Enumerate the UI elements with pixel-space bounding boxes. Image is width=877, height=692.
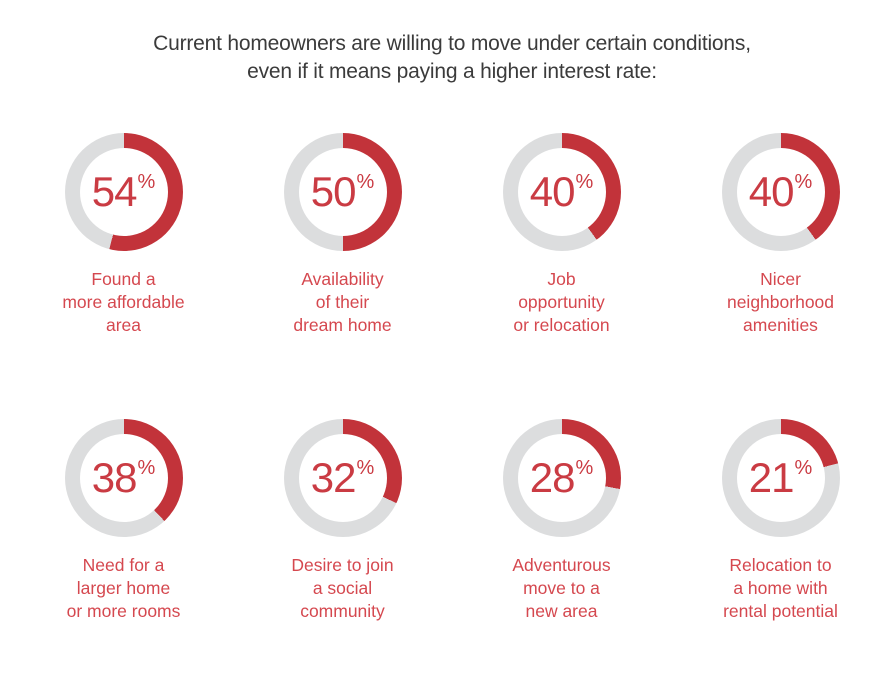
donut-chart: 38 % bbox=[64, 419, 183, 537]
percent-sign: % bbox=[575, 457, 594, 479]
chart-label: Availability of their dream home bbox=[293, 269, 392, 335]
percent-sign: % bbox=[356, 171, 375, 193]
donut-chart: 28 % bbox=[502, 419, 621, 537]
chart-cell: 40 % Job opportunity or relocation bbox=[452, 133, 671, 337]
charts-grid-row-1: 54 % Found a more affordable area 50 % A… bbox=[0, 133, 877, 337]
charts-grid-row-2: 38 % Need for a larger home or more room… bbox=[0, 419, 877, 623]
donut-value: 32 % bbox=[311, 457, 375, 499]
donut-chart: 50 % bbox=[283, 133, 402, 251]
donut-value: 38 % bbox=[92, 457, 156, 499]
donut-percent-number: 38 bbox=[91, 454, 138, 501]
donut-chart: 40 % bbox=[721, 133, 840, 251]
donut-percent-number: 40 bbox=[529, 168, 576, 215]
donut-value: 54 % bbox=[92, 171, 156, 213]
donut-value: 40 % bbox=[530, 171, 594, 213]
donut-chart: 54 % bbox=[64, 133, 183, 251]
percent-sign: % bbox=[137, 171, 156, 193]
percent-sign: % bbox=[794, 171, 813, 193]
donut-chart: 32 % bbox=[283, 419, 402, 537]
chart-cell: 32 % Desire to join a social community bbox=[233, 419, 452, 623]
chart-label: Job opportunity or relocation bbox=[513, 269, 610, 335]
donut-percent-number: 50 bbox=[310, 168, 357, 215]
chart-label: Adventurous move to a new area bbox=[512, 555, 611, 621]
chart-cell: 28 % Adventurous move to a new area bbox=[452, 419, 671, 623]
chart-label: Nicer neighborhood amenities bbox=[726, 269, 835, 335]
donut-percent-number: 28 bbox=[529, 454, 576, 501]
donut-value: 21 % bbox=[749, 457, 813, 499]
donut-value: 40 % bbox=[749, 171, 813, 213]
page-title: Current homeowners are willing to move u… bbox=[153, 32, 751, 83]
chart-label: Found a more affordable area bbox=[62, 269, 185, 335]
chart-label: Relocation to a home with rental potenti… bbox=[723, 555, 838, 621]
donut-percent-number: 21 bbox=[748, 454, 795, 501]
percent-sign: % bbox=[356, 457, 375, 479]
chart-cell: 38 % Need for a larger home or more room… bbox=[14, 419, 233, 623]
chart-label: Need for a larger home or more rooms bbox=[66, 555, 181, 621]
donut-percent-number: 40 bbox=[748, 168, 795, 215]
percent-sign: % bbox=[137, 457, 156, 479]
donut-value: 28 % bbox=[530, 457, 594, 499]
donut-value: 50 % bbox=[311, 171, 375, 213]
chart-cell: 54 % Found a more affordable area bbox=[14, 133, 233, 337]
chart-cell: 21 % Relocation to a home with rental po… bbox=[671, 419, 877, 623]
chart-cell: 50 % Availability of their dream home bbox=[233, 133, 452, 337]
percent-sign: % bbox=[575, 171, 594, 193]
chart-label: Desire to join a social community bbox=[291, 555, 394, 621]
donut-percent-number: 54 bbox=[91, 168, 138, 215]
donut-chart: 40 % bbox=[502, 133, 621, 251]
chart-cell: 40 % Nicer neighborhood amenities bbox=[671, 133, 877, 337]
percent-sign: % bbox=[794, 457, 813, 479]
donut-percent-number: 32 bbox=[310, 454, 357, 501]
donut-chart: 21 % bbox=[721, 419, 840, 537]
